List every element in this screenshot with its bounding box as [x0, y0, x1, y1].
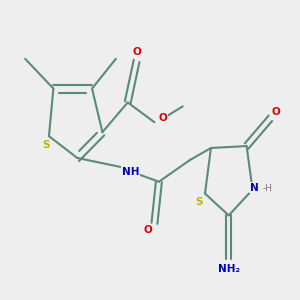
Text: NH₂: NH₂ [218, 264, 240, 274]
Text: O: O [271, 107, 280, 117]
Text: O: O [143, 225, 152, 236]
Text: N: N [250, 183, 259, 193]
Text: NH: NH [122, 167, 140, 177]
Text: O: O [132, 47, 141, 57]
Text: -H: -H [263, 184, 273, 193]
Text: O: O [158, 113, 167, 123]
Text: S: S [42, 140, 50, 150]
Text: S: S [195, 197, 203, 207]
